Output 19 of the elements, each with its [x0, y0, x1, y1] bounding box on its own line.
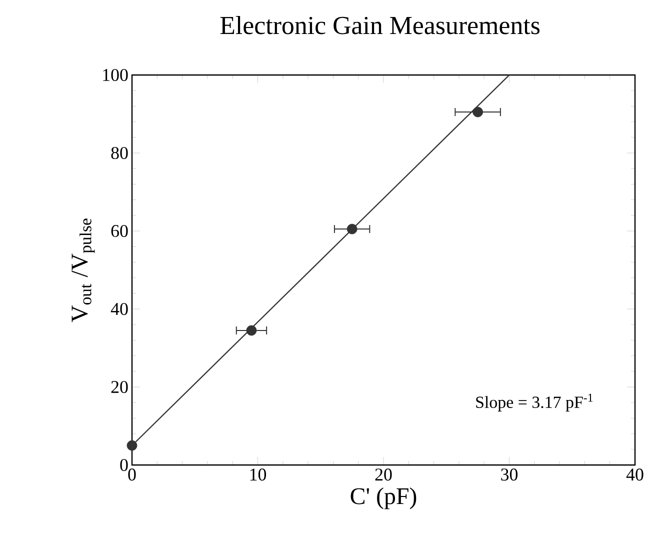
y-tick-label: 20: [111, 380, 128, 394]
x-tick-label: 40: [626, 468, 644, 481]
x-tick-label: 10: [250, 468, 266, 481]
x-tick-label: 0: [128, 468, 136, 481]
y-axis-title: V$_{out}$ /V$_{pulse}$: [72, 218, 95, 322]
point: [246, 325, 257, 336]
point: [472, 106, 484, 118]
point: [346, 224, 358, 234]
x-tick-label: 20: [375, 468, 392, 481]
y-tick-label: 80: [111, 146, 128, 160]
annotation: Slope = 3.17 pF$^{-1}$: [476, 394, 593, 412]
y-tick-label: 40: [110, 302, 128, 316]
x-axis-title: C' (pF): [350, 487, 416, 510]
point: [126, 440, 138, 451]
chart-title: Electronic Gain Measurements: [220, 16, 540, 34]
y-tick-label: 60: [111, 224, 128, 238]
y-tick-label: 100: [103, 68, 128, 82]
x-tick-label: 30: [501, 468, 518, 481]
y-tick-label: 0: [120, 458, 128, 472]
